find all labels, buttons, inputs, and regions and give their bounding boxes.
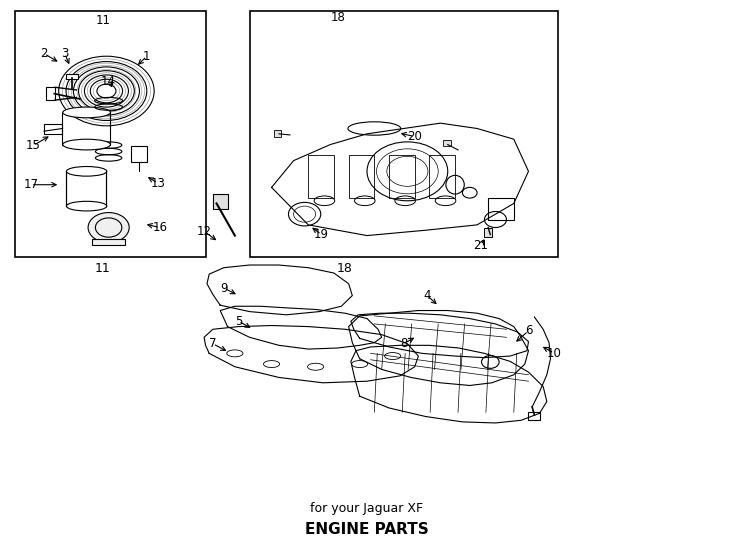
- Bar: [131, 146, 147, 161]
- Text: 19: 19: [314, 228, 329, 241]
- Text: 11: 11: [95, 262, 111, 275]
- Bar: [46, 87, 55, 100]
- Text: 14: 14: [101, 75, 116, 88]
- Bar: [66, 171, 106, 206]
- Text: 18: 18: [337, 262, 353, 275]
- Text: 2: 2: [40, 47, 48, 60]
- Circle shape: [88, 213, 129, 242]
- Bar: [389, 156, 415, 198]
- Bar: [528, 412, 540, 420]
- Bar: [488, 198, 514, 220]
- Text: 15: 15: [26, 139, 40, 152]
- Text: ENGINE PARTS: ENGINE PARTS: [305, 522, 429, 537]
- Text: 11: 11: [95, 14, 110, 27]
- Text: 5: 5: [235, 315, 242, 328]
- Text: 20: 20: [407, 130, 422, 143]
- Bar: [62, 112, 110, 145]
- Text: 13: 13: [150, 177, 165, 190]
- Bar: [429, 156, 455, 198]
- Ellipse shape: [66, 166, 107, 176]
- Text: 6: 6: [525, 325, 532, 338]
- Text: for your Jaguar XF: for your Jaguar XF: [310, 502, 424, 515]
- Bar: [274, 130, 281, 137]
- Bar: [443, 140, 451, 146]
- Text: 21: 21: [473, 239, 488, 252]
- Ellipse shape: [62, 139, 110, 150]
- Text: 3: 3: [61, 47, 68, 60]
- Text: 1: 1: [143, 50, 150, 63]
- Bar: [44, 124, 62, 134]
- Bar: [92, 239, 125, 245]
- Bar: [66, 74, 78, 79]
- Bar: [484, 227, 492, 237]
- Bar: [308, 156, 334, 198]
- Bar: [15, 11, 206, 257]
- Text: 4: 4: [424, 289, 431, 302]
- Bar: [250, 11, 558, 257]
- Text: 7: 7: [209, 337, 217, 350]
- Text: 16: 16: [153, 221, 167, 234]
- Text: 10: 10: [547, 347, 562, 360]
- Bar: [213, 194, 228, 209]
- Text: 17: 17: [23, 178, 38, 191]
- Circle shape: [482, 355, 499, 368]
- Text: 9: 9: [220, 281, 228, 294]
- Ellipse shape: [66, 201, 107, 211]
- Bar: [349, 156, 374, 198]
- Text: 18: 18: [330, 11, 345, 24]
- Text: 12: 12: [197, 225, 211, 238]
- Text: 8: 8: [400, 337, 407, 350]
- Ellipse shape: [62, 107, 110, 118]
